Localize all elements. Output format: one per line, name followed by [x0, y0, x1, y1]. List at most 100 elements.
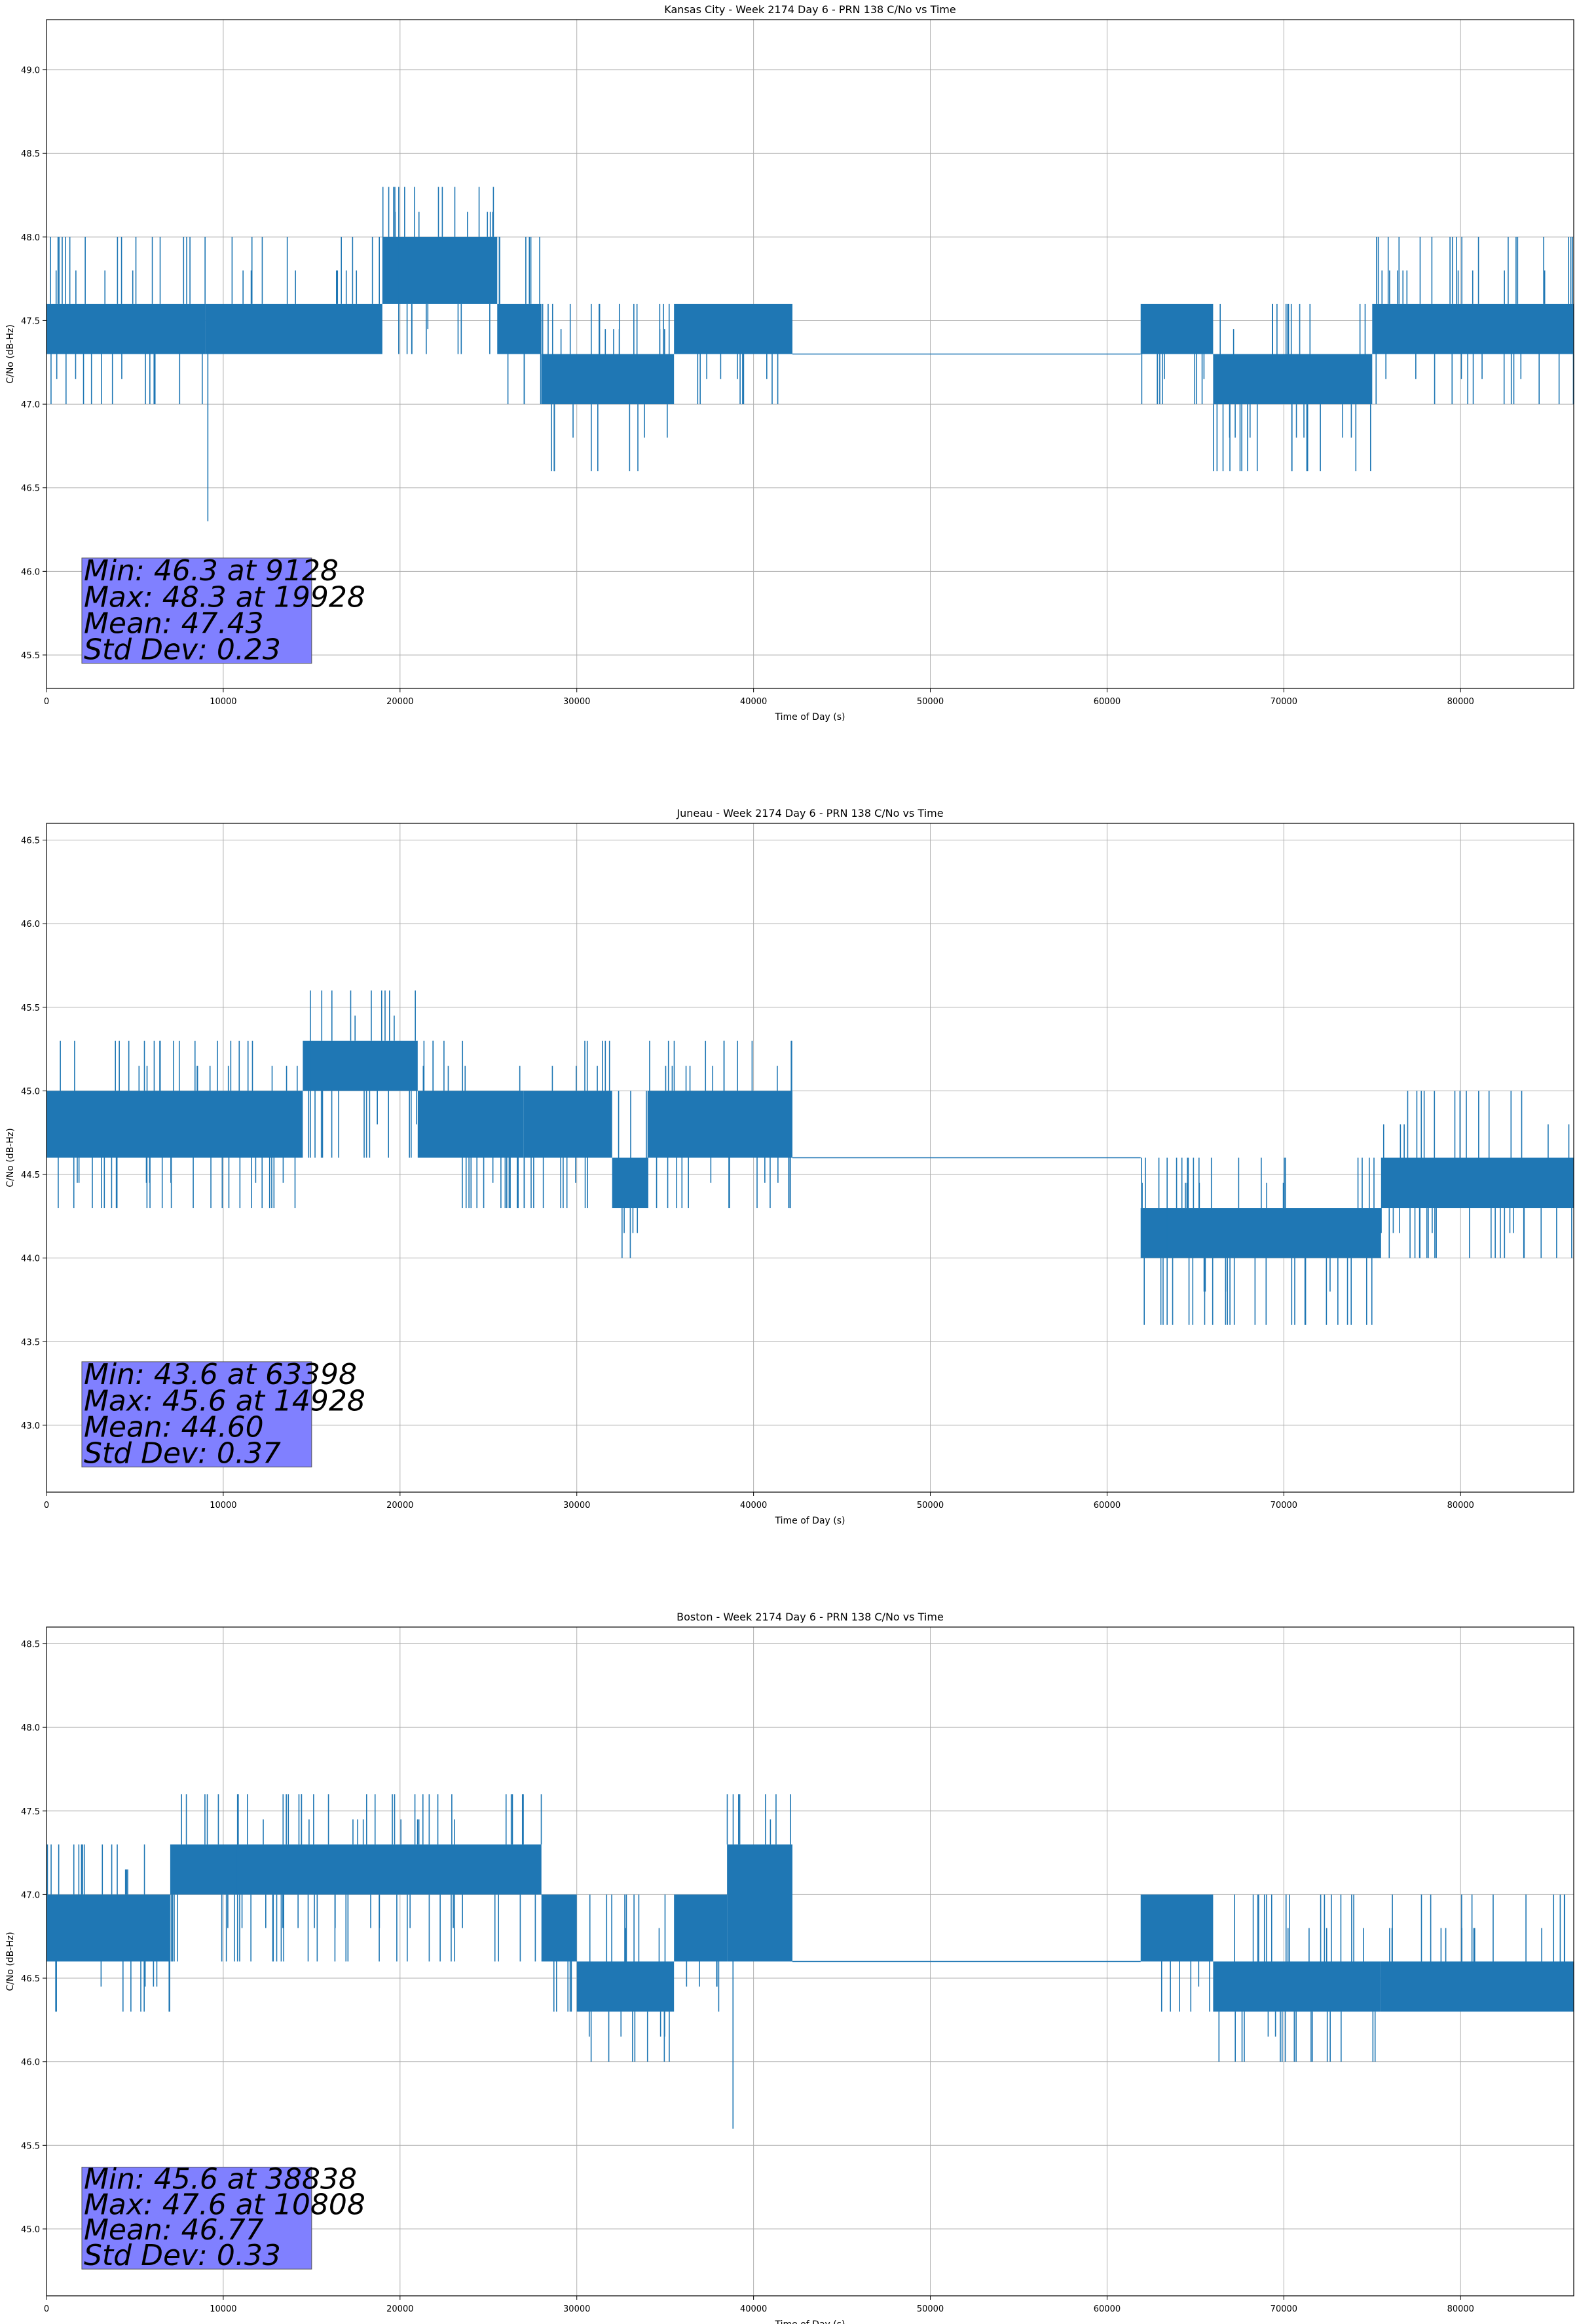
x-tick-label: 60000: [1094, 1501, 1121, 1510]
chart-title: Kansas City - Week 2174 Day 6 - PRN 138 …: [664, 3, 955, 16]
y-tick-label: 48.0: [21, 1723, 40, 1733]
x-tick-label: 50000: [917, 1501, 944, 1510]
data-band: [497, 303, 542, 354]
stats-mean: Mean: 46.77: [84, 2213, 264, 2247]
stats-box-background: [81, 2166, 312, 2270]
y-tick-label: 47.0: [21, 400, 40, 410]
y-tick-label: 44.5: [21, 1171, 40, 1180]
data-band: [612, 1157, 648, 1209]
y-tick-label: 43.0: [21, 1421, 40, 1431]
data-band: [674, 1894, 728, 1962]
y-tick-label: 44.0: [21, 1254, 40, 1264]
x-tick-label: 20000: [386, 697, 413, 707]
x-tick-label: 40000: [740, 1501, 767, 1510]
y-tick-label: 48.0: [21, 233, 40, 243]
x-tick-label: 40000: [740, 697, 767, 707]
stats-mean: Mean: 44.60: [84, 1411, 264, 1444]
data-band: [46, 303, 206, 354]
stats-box-background: [81, 557, 312, 664]
chart-1: Juneau - Week 2174 Day 6 - PRN 138 C/No …: [5, 807, 1574, 1526]
data-band: [727, 1844, 793, 1962]
x-tick-label: 70000: [1271, 697, 1297, 707]
x-tick-label: 30000: [563, 2304, 590, 2314]
data-band: [1381, 1157, 1574, 1209]
data-band: [417, 1091, 524, 1158]
x-axis-label: Time of Day (s): [775, 2319, 845, 2324]
data-band: [205, 303, 382, 354]
x-tick-label: 80000: [1447, 697, 1474, 707]
x-tick-label: 30000: [563, 697, 590, 707]
x-tick-label: 0: [44, 2304, 49, 2314]
y-axis-label: C/No (dB-Hz): [5, 1932, 16, 1991]
y-tick-label: 48.5: [21, 1640, 40, 1650]
x-tick-label: 20000: [386, 1501, 413, 1510]
chart-0: Kansas City - Week 2174 Day 6 - PRN 138 …: [5, 3, 1574, 722]
x-tick-label: 0: [44, 697, 49, 707]
data-band: [382, 236, 498, 304]
chart-title: Boston - Week 2174 Day 6 - PRN 138 C/No …: [677, 1611, 944, 1623]
data-band: [1140, 303, 1214, 354]
x-axis-label: Time of Day (s): [775, 712, 845, 722]
x-tick-label: 30000: [563, 1501, 590, 1510]
data-band: [1213, 1961, 1381, 2012]
y-tick-label: 46.0: [21, 567, 40, 577]
stats-box-background: [81, 1361, 312, 1468]
data-band: [46, 1091, 303, 1158]
stats-max: Max: 45.6 at 14928: [84, 1384, 365, 1417]
y-tick-label: 48.5: [21, 149, 40, 159]
x-tick-label: 10000: [210, 697, 236, 707]
x-tick-label: 80000: [1447, 2304, 1474, 2314]
data-band: [46, 1894, 170, 1962]
stats-std: Std Dev: 0.23: [84, 633, 281, 667]
data-band: [303, 1040, 418, 1091]
data-band: [1381, 1961, 1574, 2012]
x-tick-label: 60000: [1094, 2304, 1121, 2314]
x-tick-label: 50000: [917, 2304, 944, 2314]
y-axis-label: C/No (dB-Hz): [5, 324, 16, 383]
y-tick-label: 46.5: [21, 1974, 40, 1984]
axes-frame: [46, 823, 1574, 1493]
y-tick-label: 47.5: [21, 1807, 40, 1817]
y-tick-label: 46.0: [21, 2058, 40, 2068]
data-band: [523, 1091, 612, 1158]
data-band: [647, 1091, 793, 1158]
stats-std: Std Dev: 0.33: [84, 2239, 281, 2272]
x-tick-label: 60000: [1094, 697, 1121, 707]
x-tick-label: 10000: [210, 1501, 236, 1510]
data-band: [1140, 1894, 1214, 1962]
data-band: [674, 303, 793, 354]
x-tick-label: 10000: [210, 2304, 236, 2314]
stats-min: Min: 46.3 at 9128: [84, 554, 339, 588]
data-band: [1213, 354, 1373, 405]
stats-min: Min: 43.6 at 63398: [84, 1358, 357, 1391]
data-band: [576, 1961, 675, 2012]
data-band: [1140, 1208, 1381, 1258]
y-tick-label: 45.5: [21, 1003, 40, 1013]
x-tick-label: 0: [44, 1501, 49, 1510]
y-tick-label: 47.0: [21, 1890, 40, 1900]
y-tick-label: 49.0: [21, 66, 40, 76]
stats-max: Max: 47.6 at 10808: [84, 2188, 365, 2221]
y-tick-label: 46.5: [21, 836, 40, 846]
y-tick-label: 45.5: [21, 2141, 40, 2151]
y-tick-label: 46.5: [21, 484, 40, 494]
data-band: [541, 1894, 577, 1962]
data-band: [170, 1844, 542, 1895]
y-tick-label: 45.0: [21, 1087, 40, 1096]
x-tick-label: 70000: [1271, 1501, 1297, 1510]
y-tick-label: 43.5: [21, 1338, 40, 1347]
x-tick-label: 40000: [740, 2304, 767, 2314]
stats-min: Min: 45.6 at 38838: [84, 2162, 357, 2196]
stats-mean: Mean: 47.43: [84, 607, 264, 641]
data-band: [1372, 303, 1574, 354]
axes-frame: [46, 19, 1574, 689]
axes-frame: [46, 1626, 1574, 2296]
y-tick-label: 46.0: [21, 920, 40, 929]
data-band: [541, 354, 675, 405]
y-axis-label: C/No (dB-Hz): [5, 1128, 16, 1187]
x-tick-label: 20000: [386, 2304, 413, 2314]
chart-title: Juneau - Week 2174 Day 6 - PRN 138 C/No …: [676, 807, 943, 819]
